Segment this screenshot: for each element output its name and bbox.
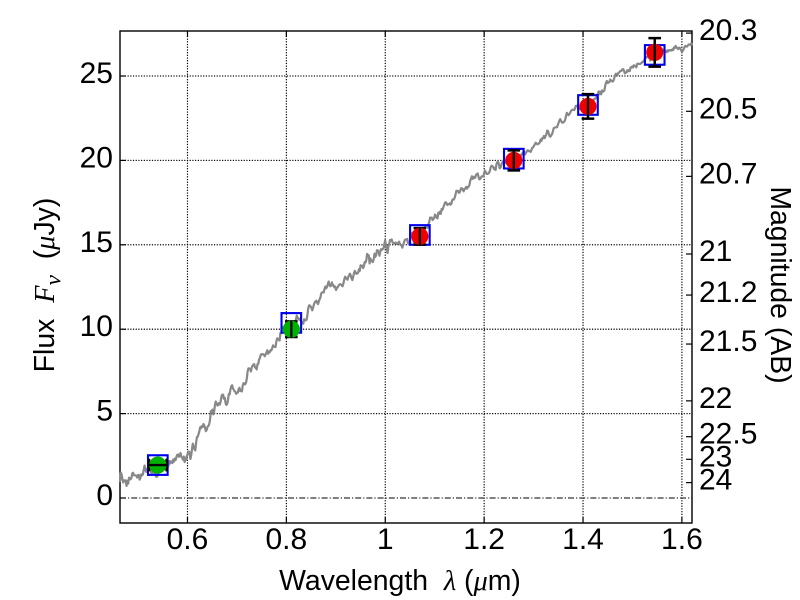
svg-text:10: 10	[80, 310, 113, 343]
svg-text:21.5: 21.5	[699, 325, 757, 358]
svg-text:21.2: 21.2	[699, 276, 757, 309]
svg-text:20.7: 20.7	[699, 157, 757, 190]
svg-text:5: 5	[96, 395, 113, 428]
svg-text:20.3: 20.3	[699, 14, 757, 47]
svg-text:0.8: 0.8	[266, 523, 308, 556]
svg-text:21: 21	[699, 235, 732, 268]
svg-text:0.6: 0.6	[167, 523, 209, 556]
svg-text:1.6: 1.6	[661, 523, 703, 556]
svg-text:20.5: 20.5	[699, 92, 757, 125]
svg-text:24: 24	[699, 464, 732, 497]
svg-text:25: 25	[80, 57, 113, 90]
svg-text:15: 15	[80, 226, 113, 259]
svg-text:1.4: 1.4	[562, 523, 604, 556]
svg-text:0: 0	[96, 479, 113, 512]
svg-text:20: 20	[80, 141, 113, 174]
svg-text:1.2: 1.2	[463, 523, 505, 556]
svg-text:1: 1	[377, 523, 394, 556]
svg-text:22: 22	[699, 382, 732, 415]
